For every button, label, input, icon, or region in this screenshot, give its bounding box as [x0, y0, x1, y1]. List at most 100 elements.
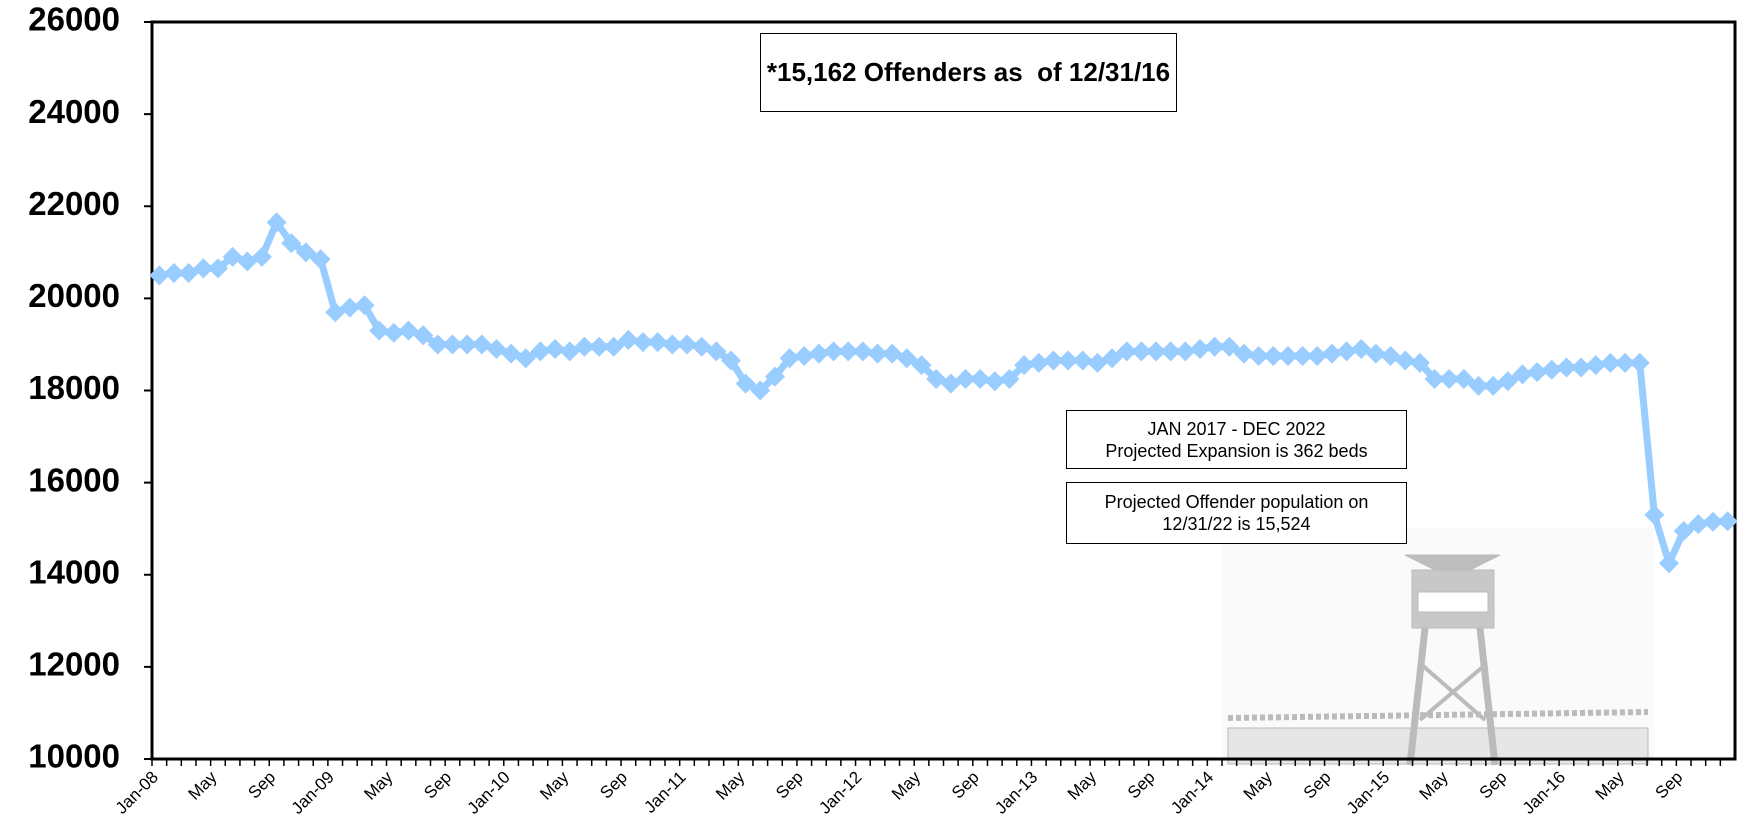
y-tick-label: 16000 — [28, 461, 120, 498]
point-marker — [1688, 514, 1709, 535]
point-marker — [926, 368, 947, 389]
x-tick-label: May — [1592, 767, 1628, 803]
point-marker — [178, 263, 199, 284]
point-marker — [1717, 511, 1737, 532]
point-marker — [1351, 339, 1372, 360]
x-tick-label: May — [1064, 767, 1100, 803]
point-marker — [1307, 345, 1328, 366]
point-marker — [559, 341, 580, 362]
x-tick-label: Jan-12 — [815, 768, 865, 818]
point-marker — [720, 350, 741, 371]
point-marker — [1233, 343, 1254, 364]
x-tick-label: May — [712, 767, 748, 803]
point-marker — [1483, 375, 1504, 396]
point-marker — [1512, 364, 1533, 385]
point-marker — [1014, 355, 1035, 376]
point-marker — [1556, 357, 1577, 378]
point-marker — [1615, 352, 1636, 373]
x-tick-label: May — [1240, 767, 1276, 803]
point-marker — [1644, 504, 1665, 525]
point-marker — [1571, 357, 1592, 378]
x-tick-label: May — [888, 767, 924, 803]
point-marker — [1336, 341, 1357, 362]
watchtower-illustration — [1222, 528, 1654, 766]
point-marker — [955, 368, 976, 389]
point-marker — [896, 348, 917, 369]
point-marker — [662, 334, 683, 355]
x-tick-label: Jan-11 — [640, 768, 689, 817]
point-marker — [1453, 368, 1474, 389]
point-marker — [266, 212, 287, 233]
x-tick-label: Sep — [948, 768, 983, 803]
point-marker — [999, 368, 1020, 389]
point-marker — [1146, 341, 1167, 362]
x-tick-label: Sep — [1300, 768, 1335, 803]
y-tick-label: 24000 — [28, 93, 120, 130]
x-tick-label: May — [184, 767, 220, 803]
point-marker — [1160, 341, 1181, 362]
point-marker — [545, 339, 566, 360]
point-marker — [1072, 350, 1093, 371]
x-tick-label: Jan-08 — [112, 768, 162, 818]
point-marker — [457, 334, 478, 355]
x-tick-label: Jan-09 — [288, 768, 338, 818]
point-marker — [295, 242, 316, 263]
point-marker — [1395, 350, 1416, 371]
point-marker — [1468, 375, 1489, 396]
point-marker — [486, 339, 507, 360]
point-marker — [1058, 350, 1079, 371]
x-tick-label: Jan-16 — [1519, 768, 1569, 818]
point-marker — [1248, 345, 1269, 366]
point-marker — [1190, 339, 1211, 360]
point-marker — [442, 334, 463, 355]
point-marker — [735, 373, 756, 394]
point-marker — [647, 332, 668, 353]
x-tick-label: Jan-13 — [991, 768, 1041, 818]
point-marker — [1380, 345, 1401, 366]
x-tick-label: Sep — [596, 768, 631, 803]
annotation: Projected Offender population on 12/31/2… — [1066, 482, 1407, 544]
point-marker — [603, 336, 624, 357]
point-marker — [940, 373, 961, 394]
point-marker — [1409, 352, 1430, 373]
point-marker — [1131, 341, 1152, 362]
point-marker — [676, 334, 697, 355]
point-marker — [750, 380, 771, 401]
annotation: *15,162 Offenders as of 12/31/16 — [760, 33, 1177, 112]
y-tick-label: 10000 — [28, 738, 120, 775]
point-marker — [589, 336, 610, 357]
point-marker — [149, 265, 170, 286]
point-marker — [852, 341, 873, 362]
y-tick-label: 26000 — [28, 1, 120, 38]
point-marker — [823, 341, 844, 362]
point-marker — [251, 246, 272, 267]
point-marker — [1541, 359, 1562, 380]
point-marker — [1219, 336, 1240, 357]
point-marker — [882, 343, 903, 364]
x-tick-label: Sep — [420, 768, 455, 803]
point-marker — [911, 355, 932, 376]
point-marker — [867, 343, 888, 364]
point-marker — [838, 341, 859, 362]
point-marker — [398, 320, 419, 341]
point-marker — [325, 302, 346, 323]
point-marker — [1204, 336, 1225, 357]
point-marker — [501, 343, 522, 364]
point-marker — [281, 233, 302, 254]
point-marker — [779, 348, 800, 369]
point-marker — [1673, 520, 1694, 541]
point-marker — [222, 246, 243, 267]
point-marker — [1600, 352, 1621, 373]
point-marker — [808, 343, 829, 364]
point-marker — [618, 329, 639, 350]
point-marker — [633, 332, 654, 353]
y-tick-label: 20000 — [28, 277, 120, 314]
point-marker — [1439, 368, 1460, 389]
point-marker — [764, 366, 785, 387]
point-marker — [1102, 348, 1123, 369]
point-marker — [1292, 345, 1313, 366]
point-marker — [530, 341, 551, 362]
point-marker — [1321, 343, 1342, 364]
y-tick-label: 12000 — [28, 646, 120, 683]
